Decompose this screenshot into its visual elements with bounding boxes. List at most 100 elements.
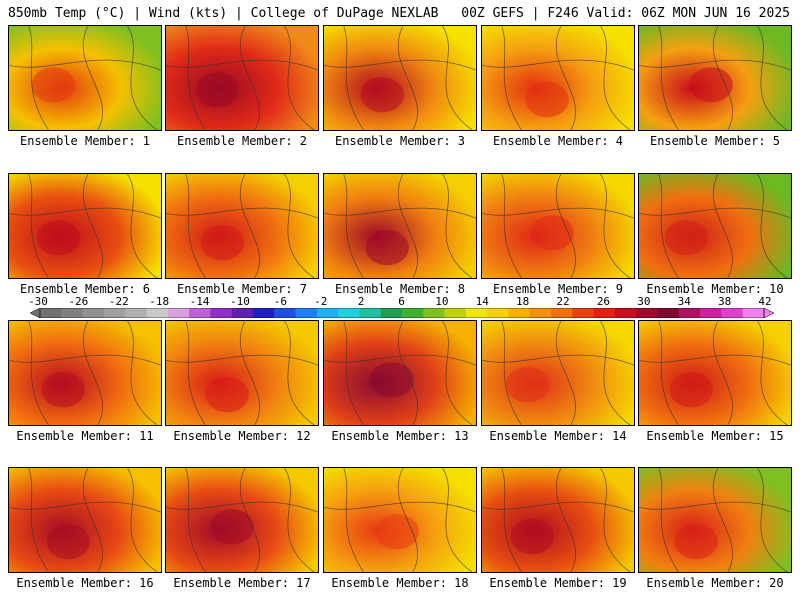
ensemble-member-label: Ensemble Member: 8 <box>334 282 466 296</box>
temperature-map <box>324 174 476 278</box>
ensemble-member-label: Ensemble Member: 2 <box>176 134 308 148</box>
ensemble-member-label: Ensemble Member: 19 <box>489 576 627 590</box>
ensemble-panel <box>638 467 792 573</box>
color-scale-segment <box>657 308 680 318</box>
ensemble-member-label: Ensemble Member: 11 <box>16 429 154 443</box>
ensemble-panel <box>481 320 635 426</box>
temperature-map <box>166 174 318 278</box>
color-scale-tick-label: 10 <box>435 295 449 308</box>
color-scale-segment <box>402 308 424 318</box>
color-scale-tick-label: 6 <box>398 295 405 308</box>
color-scale-tick-label: 26 <box>596 295 611 308</box>
ensemble-panel <box>323 467 477 573</box>
ensemble-panel <box>8 173 162 279</box>
ensemble-member-label: Ensemble Member: 16 <box>16 576 154 590</box>
ensemble-member-label: Ensemble Member: 9 <box>492 282 624 296</box>
ensemble-member-label: Ensemble Member: 5 <box>649 134 781 148</box>
color-scale-tick-label: -30 <box>28 295 48 308</box>
ensemble-member-label: Ensemble Member: 6 <box>19 282 151 296</box>
color-scale-segment <box>316 308 339 318</box>
color-scale-tick-label: 38 <box>717 295 732 308</box>
color-scale-segment <box>678 308 701 318</box>
color-scale-segment <box>593 308 616 318</box>
color-scale-segment <box>189 308 211 318</box>
ensemble-panel <box>165 173 319 279</box>
temperature-map <box>324 468 476 572</box>
ensemble-member-label: Ensemble Member: 7 <box>176 282 308 296</box>
ensemble-member-label: Ensemble Member: 12 <box>173 429 311 443</box>
color-scale-tick-label: -26 <box>68 295 89 308</box>
color-scale-tick-label: -10 <box>230 295 250 308</box>
color-scale-tick-label: -22 <box>108 295 129 308</box>
ensemble-member-label: Ensemble Member: 15 <box>646 429 784 443</box>
color-scale-tick-label: 14 <box>475 295 489 308</box>
ensemble-panel <box>323 320 477 426</box>
ensemble-member-label: Ensemble Member: 3 <box>334 134 466 148</box>
temperature-map <box>639 321 791 425</box>
ensemble-panel <box>638 320 792 426</box>
valid-time: 00Z GEFS | F246 Valid: 06Z MON JUN 16 20… <box>461 6 790 21</box>
color-scale-segment <box>295 308 318 318</box>
color-scale-segment <box>82 308 105 318</box>
color-scale-segment <box>380 308 403 318</box>
temperature-map <box>166 321 318 425</box>
ensemble-panel <box>8 467 162 573</box>
color-scale-segment <box>721 308 744 318</box>
color-scale-segment <box>444 308 467 318</box>
ensemble-member-label: Ensemble Member: 13 <box>331 429 469 443</box>
map-title: 850mb Temp (°C) | Wind (kts) | College o… <box>8 6 439 21</box>
color-scale-bar <box>30 308 774 318</box>
color-scale-tick-label: -6 <box>273 295 287 308</box>
color-scale-segment <box>636 308 658 318</box>
color-scale-tick-label: 18 <box>516 295 530 308</box>
color-scale-tick-label: -18 <box>149 295 170 308</box>
ensemble-panel <box>638 173 792 279</box>
temperature-map <box>9 26 161 130</box>
ensemble-member-label: Ensemble Member: 17 <box>173 576 311 590</box>
color-scale-tick-label: 34 <box>677 295 691 308</box>
ensemble-panel <box>323 173 477 279</box>
ensemble-panel <box>8 25 162 131</box>
color-scale-tick-label: 30 <box>637 295 651 308</box>
color-scale-tick-label: 42 <box>758 295 772 308</box>
color-scale-segment <box>61 308 83 318</box>
color-scale-segment <box>359 308 382 318</box>
color-scale-segment <box>508 308 531 318</box>
color-scale-segment <box>210 308 232 318</box>
color-scale-segment <box>551 308 573 318</box>
color-scale-segment <box>465 308 488 318</box>
color-scale-segment <box>700 308 722 318</box>
ensemble-panel <box>165 320 319 426</box>
ensemble-member-label: Ensemble Member: 1 <box>19 134 151 148</box>
color-scale-segment <box>167 308 190 318</box>
ensemble-member-label: Ensemble Member: 4 <box>492 134 624 148</box>
color-scale-segment <box>614 308 637 318</box>
ensemble-panel <box>323 25 477 131</box>
ensemble-panel <box>8 320 162 426</box>
color-scale-segment <box>252 308 275 318</box>
color-scale-tick-label: 22 <box>556 295 570 308</box>
color-scale-segment <box>529 308 552 318</box>
color-scale-segment <box>742 308 765 318</box>
temperature-map <box>639 468 791 572</box>
temperature-map <box>482 26 634 130</box>
temperature-map <box>639 26 791 130</box>
ensemble-member-label: Ensemble Member: 14 <box>489 429 627 443</box>
temperature-map <box>639 174 791 278</box>
color-scale-segment <box>231 308 254 318</box>
color-scale-segment <box>103 308 126 318</box>
color-scale-segment <box>423 308 445 318</box>
color-scale-segment <box>146 308 169 318</box>
color-scale-tick-label: -2 <box>314 295 328 308</box>
temperature-map <box>9 468 161 572</box>
temperature-map <box>482 174 634 278</box>
color-scale-segment <box>274 308 296 318</box>
temperature-map <box>9 174 161 278</box>
ensemble-panel <box>481 467 635 573</box>
color-scale-tick-label: -14 <box>189 295 210 308</box>
ensemble-panel <box>638 25 792 131</box>
ensemble-panel <box>481 25 635 131</box>
temperature-map <box>482 321 634 425</box>
color-scale-segment <box>572 308 594 318</box>
temperature-map <box>166 26 318 130</box>
